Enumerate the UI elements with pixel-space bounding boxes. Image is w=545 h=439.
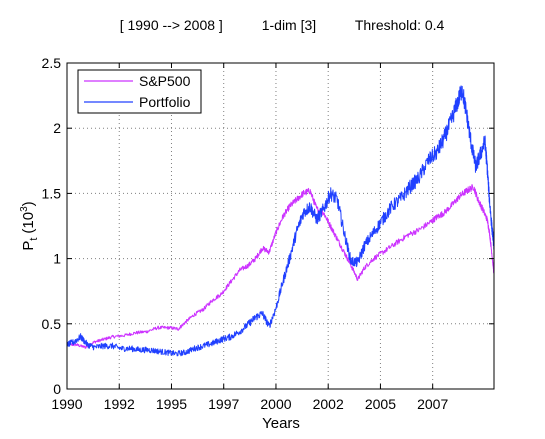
chart-title: [ 1990 --> 2008 ] 1-dim [3] Threshold: 0… (120, 17, 445, 33)
legend-box (77, 69, 202, 114)
series-line-portfolio (66, 85, 495, 357)
x-tick-labels: 1990 1992 1995 1997 2000 2002 2005 2007 (51, 396, 448, 412)
plot-frame (66, 62, 495, 390)
x-tick-label: 1995 (156, 396, 187, 412)
legend: S&P500 Portfolio (77, 69, 202, 114)
x-tick-label: 2007 (417, 396, 448, 412)
y-axis-label-close: ) (20, 201, 37, 206)
y-tick-label: 0.5 (42, 316, 62, 332)
x-tick-label: 1990 (51, 396, 82, 412)
legend-label-sp500: S&P500 (139, 73, 191, 89)
legend-label-portfolio: Portfolio (139, 94, 191, 110)
series-layer (66, 85, 495, 357)
y-axis-label-sup: 3 (19, 206, 30, 212)
x-tick-label: 2005 (365, 396, 396, 412)
x-tick-label: 1997 (208, 396, 239, 412)
x-tick-label: 2002 (313, 396, 344, 412)
x-tick-label: 1992 (104, 396, 135, 412)
y-tick-label: 2 (53, 120, 61, 136)
y-tick-label: 2.5 (42, 55, 62, 71)
x-tick-label: 2000 (260, 396, 291, 412)
y-tick-label: 1.5 (42, 185, 62, 201)
y-axis-label-sub: t (28, 238, 40, 241)
ticks (66, 62, 494, 390)
series-line-sp500 (66, 184, 495, 349)
x-axis-label: Years (262, 415, 300, 432)
y-tick-label: 1 (53, 251, 61, 267)
y-tick-labels: 0 0.5 1 1.5 2 2.5 (42, 55, 62, 397)
y-tick-label: 0 (53, 381, 61, 397)
y-axis-label-paren: (10 (20, 212, 37, 234)
y-axis-label-main: P (20, 241, 37, 251)
y-axis-label: Pt (103) (19, 201, 40, 250)
